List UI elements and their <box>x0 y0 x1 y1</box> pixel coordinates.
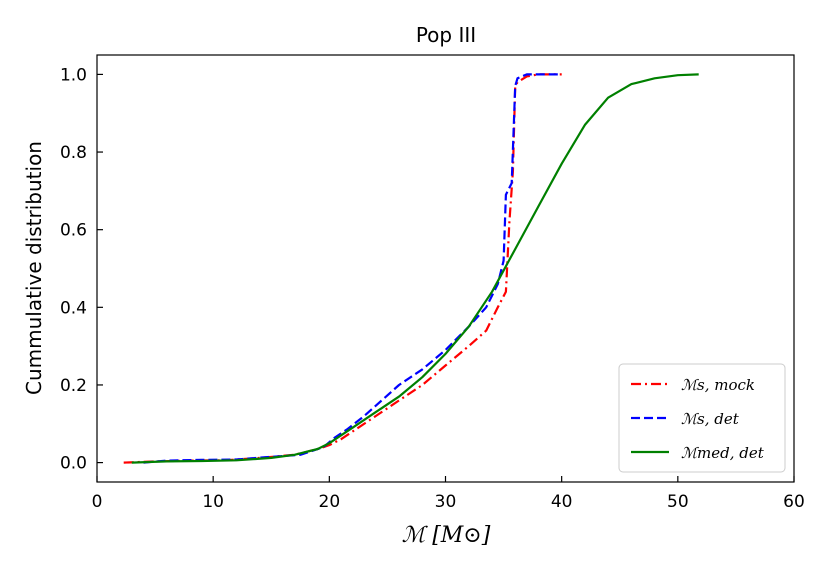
x-tick-label: 0 <box>92 492 103 512</box>
legend-label: ℳs, mock <box>681 376 755 394</box>
y-tick-label: 0.8 <box>60 143 87 163</box>
x-axis-label: ℳ [M⊙] <box>402 523 491 548</box>
x-tick-label: 10 <box>202 492 224 512</box>
series-line-1 <box>123 73 562 464</box>
x-tick-label: 60 <box>783 492 805 512</box>
y-tick-label: 0.4 <box>60 298 87 318</box>
x-tick-label: 50 <box>667 492 689 512</box>
series-line-2 <box>143 73 562 464</box>
x-tick-label: 20 <box>319 492 341 512</box>
y-tick-label: 1.0 <box>60 65 87 85</box>
x-tick-label: 40 <box>551 492 573 512</box>
y-axis-ticks: 0.0 0.2 0.4 0.6 0.8 1.0 <box>60 65 103 474</box>
legend: ℳs, mock ℳs, det ℳmed, det <box>618 363 786 473</box>
legend-label: ℳmed, det <box>681 444 765 462</box>
legend-box <box>618 363 786 473</box>
x-axis-ticks: 0 10 20 30 40 50 60 <box>92 476 805 512</box>
series-line-3 <box>131 73 699 464</box>
chart-title: Pop III <box>416 23 476 47</box>
legend-label: ℳs, det <box>681 410 740 428</box>
plot-area: 0 10 20 30 40 50 60 0.0 0.2 0.4 0.6 0.8 1.0 <box>60 54 805 512</box>
y-axis-label: Cummulative distribution <box>22 141 46 395</box>
y-tick-label: 0.6 <box>60 221 87 241</box>
y-tick-label: 0.0 <box>60 454 87 474</box>
x-tick-label: 30 <box>435 492 457 512</box>
series-layer <box>123 73 699 464</box>
y-tick-label: 0.2 <box>60 376 87 396</box>
